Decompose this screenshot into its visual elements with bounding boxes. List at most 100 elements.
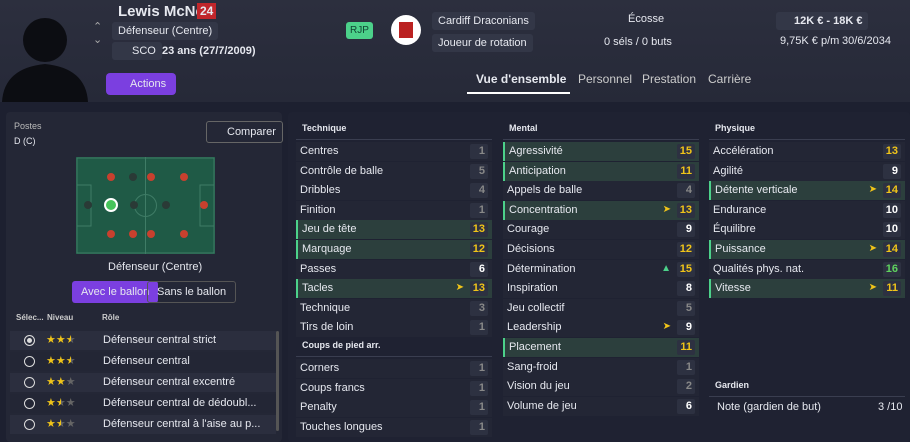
attribute-icon: ➤ [662, 203, 671, 215]
attribute-value: 15 [677, 261, 695, 277]
group-divider [709, 396, 905, 397]
attribute-value: 13 [677, 202, 695, 218]
attribute-row: Anticipation 11 [503, 161, 699, 181]
attribute-row: Jeu de tête 13 [296, 220, 492, 240]
attribute-value: 10 [883, 202, 901, 218]
squad-status: Joueur de rotation [432, 34, 533, 52]
attribute-name: Accélération [713, 145, 774, 157]
attribute-value: 9 [677, 320, 695, 336]
attribute-name: Corners [300, 362, 340, 374]
column-header: Rôle [102, 313, 120, 322]
actions-button[interactable]: Actions [106, 73, 177, 95]
attribute-value: 4 [470, 183, 488, 199]
attribute-value: 1 [677, 359, 695, 375]
avatar [2, 18, 88, 102]
attribute-row: Touches longues 1 [296, 417, 492, 437]
attribute-row: Vision du jeu 2 [503, 377, 699, 397]
gk-label: Note (gardien de but) [717, 401, 821, 413]
attribute-row: Passes 6 [296, 259, 492, 279]
attribute-value: 14 [883, 242, 901, 257]
attribute-row: Coups francs 1 [296, 378, 492, 398]
attribute-value: 1 [470, 202, 488, 218]
attribute-row: Sang-froid 1 [503, 357, 699, 377]
attribute-name: Centres [300, 145, 339, 157]
tab[interactable]: Prestation [642, 72, 697, 86]
attribute-name: Jeu de tête [302, 223, 357, 236]
attribute-value: 3 [470, 300, 488, 316]
attribute-row: Endurance 10 [709, 200, 905, 220]
attribute-value: 4 [677, 183, 695, 199]
radio[interactable] [24, 356, 35, 367]
tab[interactable]: Carrière [708, 72, 752, 86]
attribute-name: Qualités phys. nat. [713, 262, 805, 275]
radio[interactable] [24, 377, 35, 388]
radio[interactable] [24, 398, 35, 409]
tab[interactable]: Personnel [578, 72, 633, 86]
attribute-row: Détente verticale ➤ 14 [709, 181, 905, 201]
position: Défenseur (Centre) [112, 22, 219, 40]
group-divider [709, 139, 905, 140]
role-name: Défenseur central [103, 355, 190, 367]
attribute-icon: ➤ [868, 243, 877, 254]
attribute-value: 11 [677, 340, 695, 355]
attribute-row: Accélération 13 [709, 142, 905, 161]
radio[interactable] [24, 419, 35, 430]
attribute-value: 1 [470, 361, 488, 376]
attribute-name: Jeu collectif [507, 301, 565, 314]
attribute-name: Concentration [509, 203, 578, 216]
role-row [10, 331, 276, 350]
group-title: Physique [715, 123, 756, 133]
attribute-value: 16 [883, 261, 901, 277]
attribute-row: Dribbles 4 [296, 181, 492, 201]
caps: 0 séls / 0 buts [604, 36, 672, 48]
attribute-row: Corners 1 [296, 359, 492, 378]
attribute-name: Vitesse [715, 282, 751, 295]
attribute-name: Leadership [507, 321, 562, 334]
radio[interactable] [24, 335, 35, 346]
attribute-name: Agilité [713, 164, 743, 177]
role-row [10, 394, 276, 413]
attribute-name: Coups francs [300, 381, 365, 394]
gk-value: 3 /10 [878, 401, 903, 413]
attribute-icon: ▲ [661, 262, 671, 274]
stars: ★★★ [46, 397, 76, 409]
attribute-value: 1 [470, 400, 488, 416]
squad-number: 24 [197, 3, 217, 19]
attribute-row: Tirs de loin 1 [296, 318, 492, 338]
attribute-row: Centres 1 [296, 142, 492, 161]
attribute-value: 13 [883, 144, 901, 159]
attribute-name: Tacles [302, 282, 334, 295]
toggle-off[interactable]: Sans le ballon [147, 281, 237, 303]
pitch [76, 157, 215, 254]
attribute-name: Détente verticale [715, 184, 798, 197]
column-header: Sélec... [16, 313, 44, 322]
attribute-name: Touches longues [300, 420, 383, 433]
attribute-name: Détermination [507, 262, 576, 275]
toggle-on[interactable]: Avec le ballon [72, 281, 159, 303]
attribute-name: Dribbles [300, 184, 341, 197]
attribute-value: 6 [470, 261, 488, 277]
attribute-row: Courage 9 [503, 220, 699, 240]
wage: 9,75K € p/m [780, 35, 840, 47]
attribute-name: Équilibre [713, 223, 756, 236]
compare-button[interactable]: Comparer [206, 121, 283, 143]
attribute-value: 12 [677, 242, 695, 257]
attribute-name: Appels de balle [507, 184, 583, 197]
attribute-value: 11 [677, 163, 695, 179]
attribute-row: Équilibre 10 [709, 220, 905, 240]
contract: 30/6/2034 [842, 35, 891, 47]
column-header: Niveau [47, 313, 74, 322]
attribute-row: Qualités phys. nat. 16 [709, 259, 905, 279]
attribute-row: Vitesse ➤ 11 [709, 279, 905, 299]
attribute-row: Décisions 12 [503, 240, 699, 259]
attribute-row: Finition 1 [296, 200, 492, 220]
nationality: Écosse [628, 13, 665, 25]
attribute-value: 13 [470, 222, 488, 238]
attribute-icon: ➤ [662, 321, 671, 333]
attribute-row: Puissance ➤ 14 [709, 240, 905, 259]
tab[interactable]: Vue d'ensemble [476, 72, 567, 86]
attribute-row: Contrôle de balle 5 [296, 161, 492, 181]
attribute-value: 12 [470, 242, 488, 257]
transfer-value: 12K € - 18K € [776, 12, 869, 30]
stars: ★★★ [46, 355, 76, 367]
